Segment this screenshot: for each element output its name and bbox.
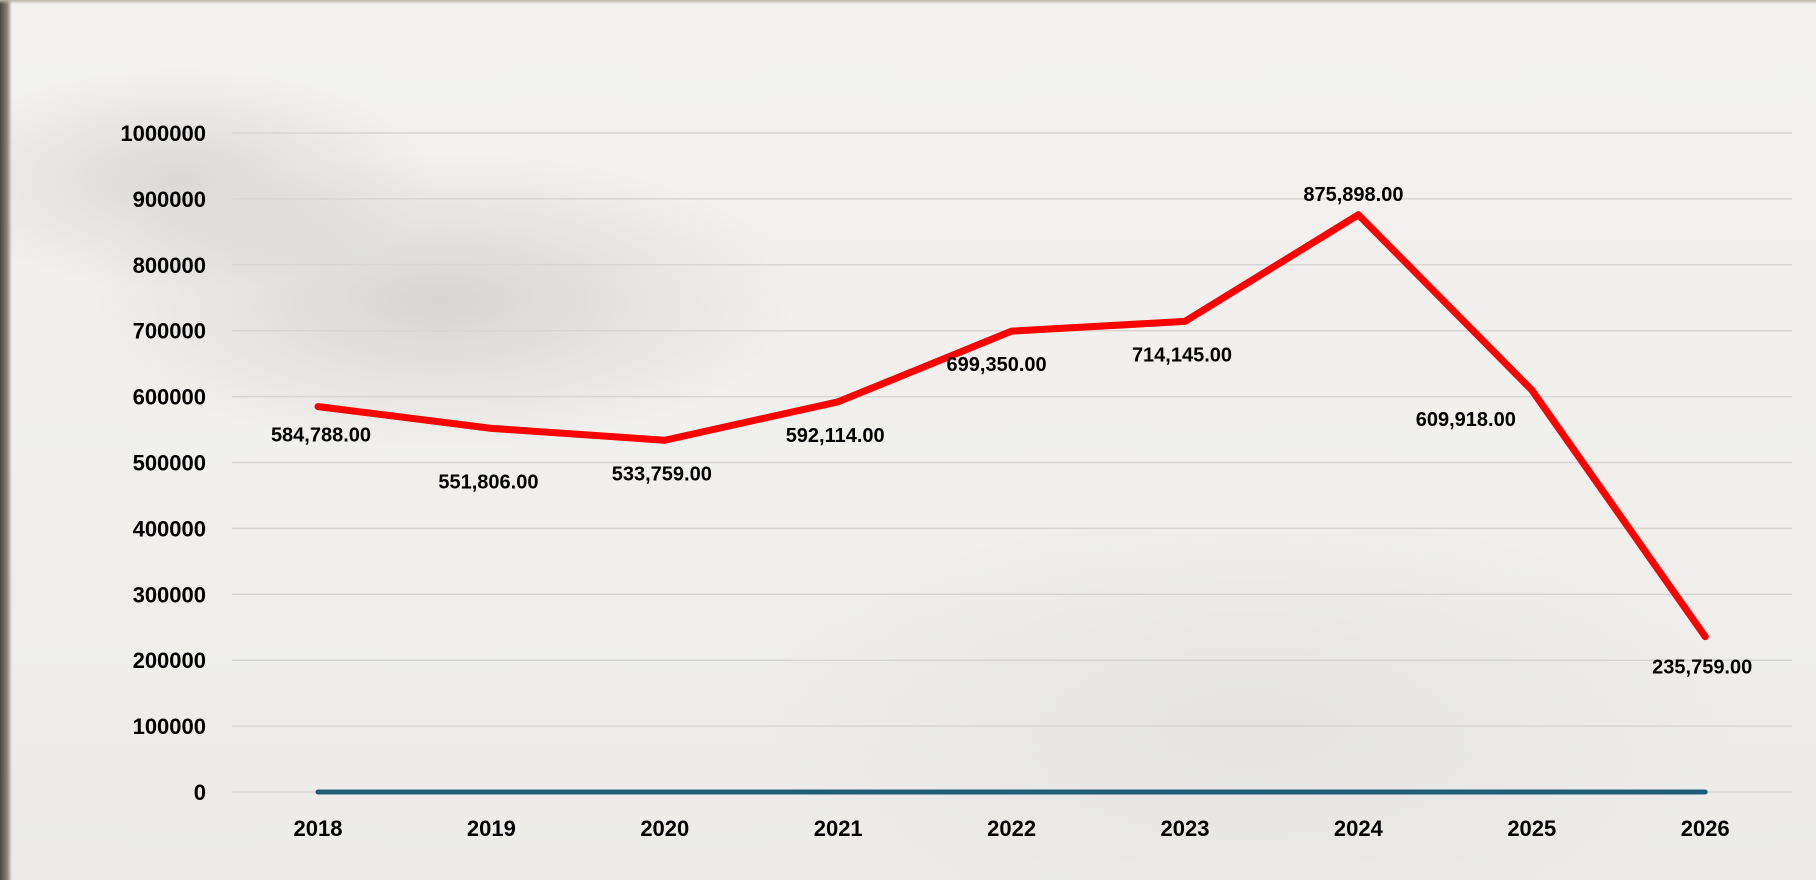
x-tick-label: 2020 — [640, 816, 689, 841]
data-label: 714,145.00 — [1132, 344, 1232, 366]
x-tick-label: 2021 — [814, 816, 863, 841]
y-tick-label: 300000 — [133, 582, 206, 607]
data-labels: 584,788.00 551,806.00 533,759.00 592,114.00… — [271, 184, 1752, 679]
x-tick-label: 2023 — [1161, 816, 1210, 841]
x-tick-label: 2019 — [467, 816, 516, 841]
x-tick-label: 2025 — [1507, 816, 1556, 841]
y-tick-label: 0 — [194, 780, 206, 805]
y-tick-label: 900000 — [133, 187, 206, 212]
data-label: 875,898.00 — [1303, 184, 1403, 206]
y-tick-label: 800000 — [133, 253, 206, 278]
y-axis-tick-labels: 0 100000 200000 300000 400000 500000 600000 700… — [120, 121, 206, 805]
data-label: 533,759.00 — [612, 463, 712, 485]
data-label: 592,114.00 — [786, 425, 885, 447]
y-tick-label: 1000000 — [120, 121, 206, 146]
y-tick-label: 100000 — [133, 714, 206, 739]
data-label: 235,759.00 — [1652, 657, 1752, 679]
x-tick-label: 2024 — [1334, 816, 1384, 841]
x-tick-label: 2022 — [987, 816, 1036, 841]
y-tick-label: 600000 — [133, 385, 206, 410]
background-edge-top — [0, 0, 1816, 4]
data-label: 609,918.00 — [1416, 409, 1516, 431]
y-tick-label: 200000 — [133, 648, 206, 673]
x-axis-tick-labels: 2018 2019 2020 2021 2022 2023 2024 2025 2026 — [294, 816, 1730, 841]
data-label: 584,788.00 — [271, 425, 371, 447]
y-tick-label: 500000 — [133, 451, 206, 476]
y-tick-label: 700000 — [133, 319, 206, 344]
data-label: 699,350.00 — [947, 354, 1047, 376]
x-tick-label: 2026 — [1681, 816, 1730, 841]
y-tick-label: 400000 — [133, 516, 206, 541]
x-tick-label: 2018 — [294, 816, 343, 841]
data-label: 551,806.00 — [438, 471, 538, 493]
background-edge-left — [0, 0, 12, 880]
gridlines — [232, 132, 1792, 793]
series-lines — [314, 211, 1709, 795]
